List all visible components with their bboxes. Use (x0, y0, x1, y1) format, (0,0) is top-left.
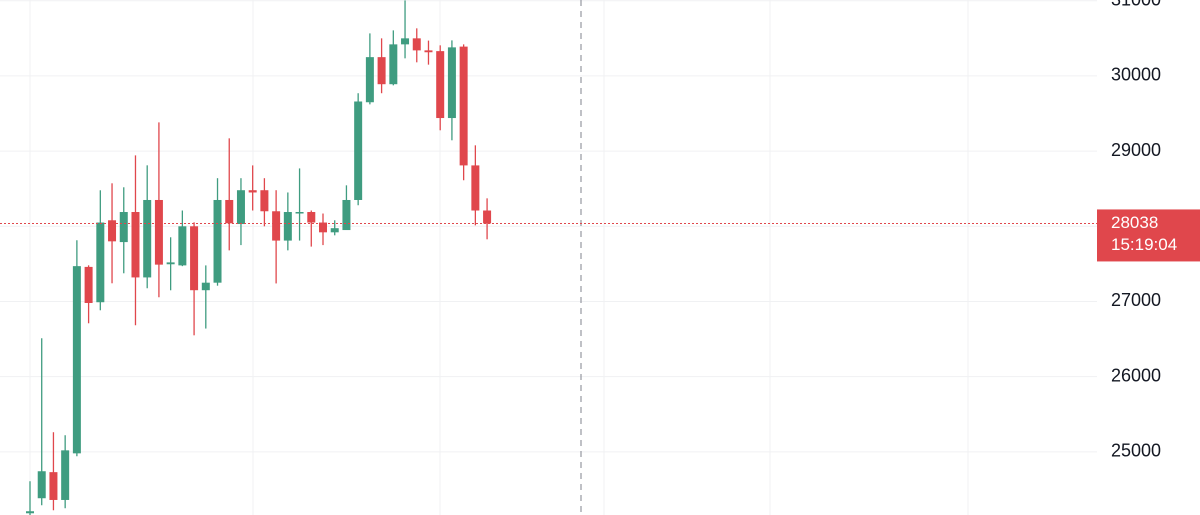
y-tick-label: 25000 (1111, 441, 1161, 461)
candle-body (401, 38, 410, 45)
candle-body (307, 212, 316, 223)
candle-body (72, 266, 81, 454)
candle-body (178, 226, 187, 266)
candle-body (143, 199, 152, 278)
y-tick-label: 31000 (1111, 0, 1161, 10)
candle-body (190, 226, 199, 291)
candle-body (84, 266, 93, 303)
last-price-tag (1097, 209, 1200, 262)
candle-body (96, 222, 105, 303)
candle-body (319, 222, 327, 233)
candle-body (447, 47, 456, 119)
candle-body (389, 44, 398, 85)
candle-body (213, 199, 222, 283)
horizontal-grid (0, 0, 1097, 453)
candle-body (166, 262, 175, 265)
candle-body (365, 57, 374, 103)
candle-body (459, 46, 468, 166)
price-axis: 2500026000270002800029000300003100028038… (1097, 0, 1200, 461)
candle-body (49, 472, 58, 500)
last-price-label: 28038 (1111, 213, 1158, 232)
candle-body (436, 51, 445, 119)
candle-body (283, 212, 292, 241)
candle-body (131, 212, 140, 278)
candle-body (295, 212, 304, 214)
candle-body (330, 228, 339, 233)
candle-body (260, 190, 269, 212)
y-tick-label: 29000 (1111, 140, 1161, 160)
candle-body (154, 199, 163, 265)
candle-body (119, 212, 128, 243)
candle-body (37, 471, 46, 499)
candle-body (236, 190, 245, 225)
y-tick-label: 27000 (1111, 290, 1161, 310)
candle-body (26, 511, 34, 514)
candle-body (377, 57, 386, 85)
candle-body (61, 450, 70, 500)
candle-body (108, 220, 117, 242)
y-tick-label: 26000 (1111, 365, 1161, 385)
candle-body (424, 50, 433, 53)
candle-body (471, 165, 480, 211)
y-tick-label: 30000 (1111, 65, 1161, 85)
candle-body (342, 199, 351, 231)
candle-body (483, 210, 492, 224)
candle-body (354, 101, 363, 200)
candle-body (248, 190, 257, 193)
candle-body (201, 282, 210, 291)
last-time-label: 15:19:04 (1111, 235, 1177, 254)
candle-body (412, 38, 421, 51)
candles (0, 0, 1097, 515)
candle-body (225, 199, 234, 224)
candle-body (272, 211, 281, 241)
